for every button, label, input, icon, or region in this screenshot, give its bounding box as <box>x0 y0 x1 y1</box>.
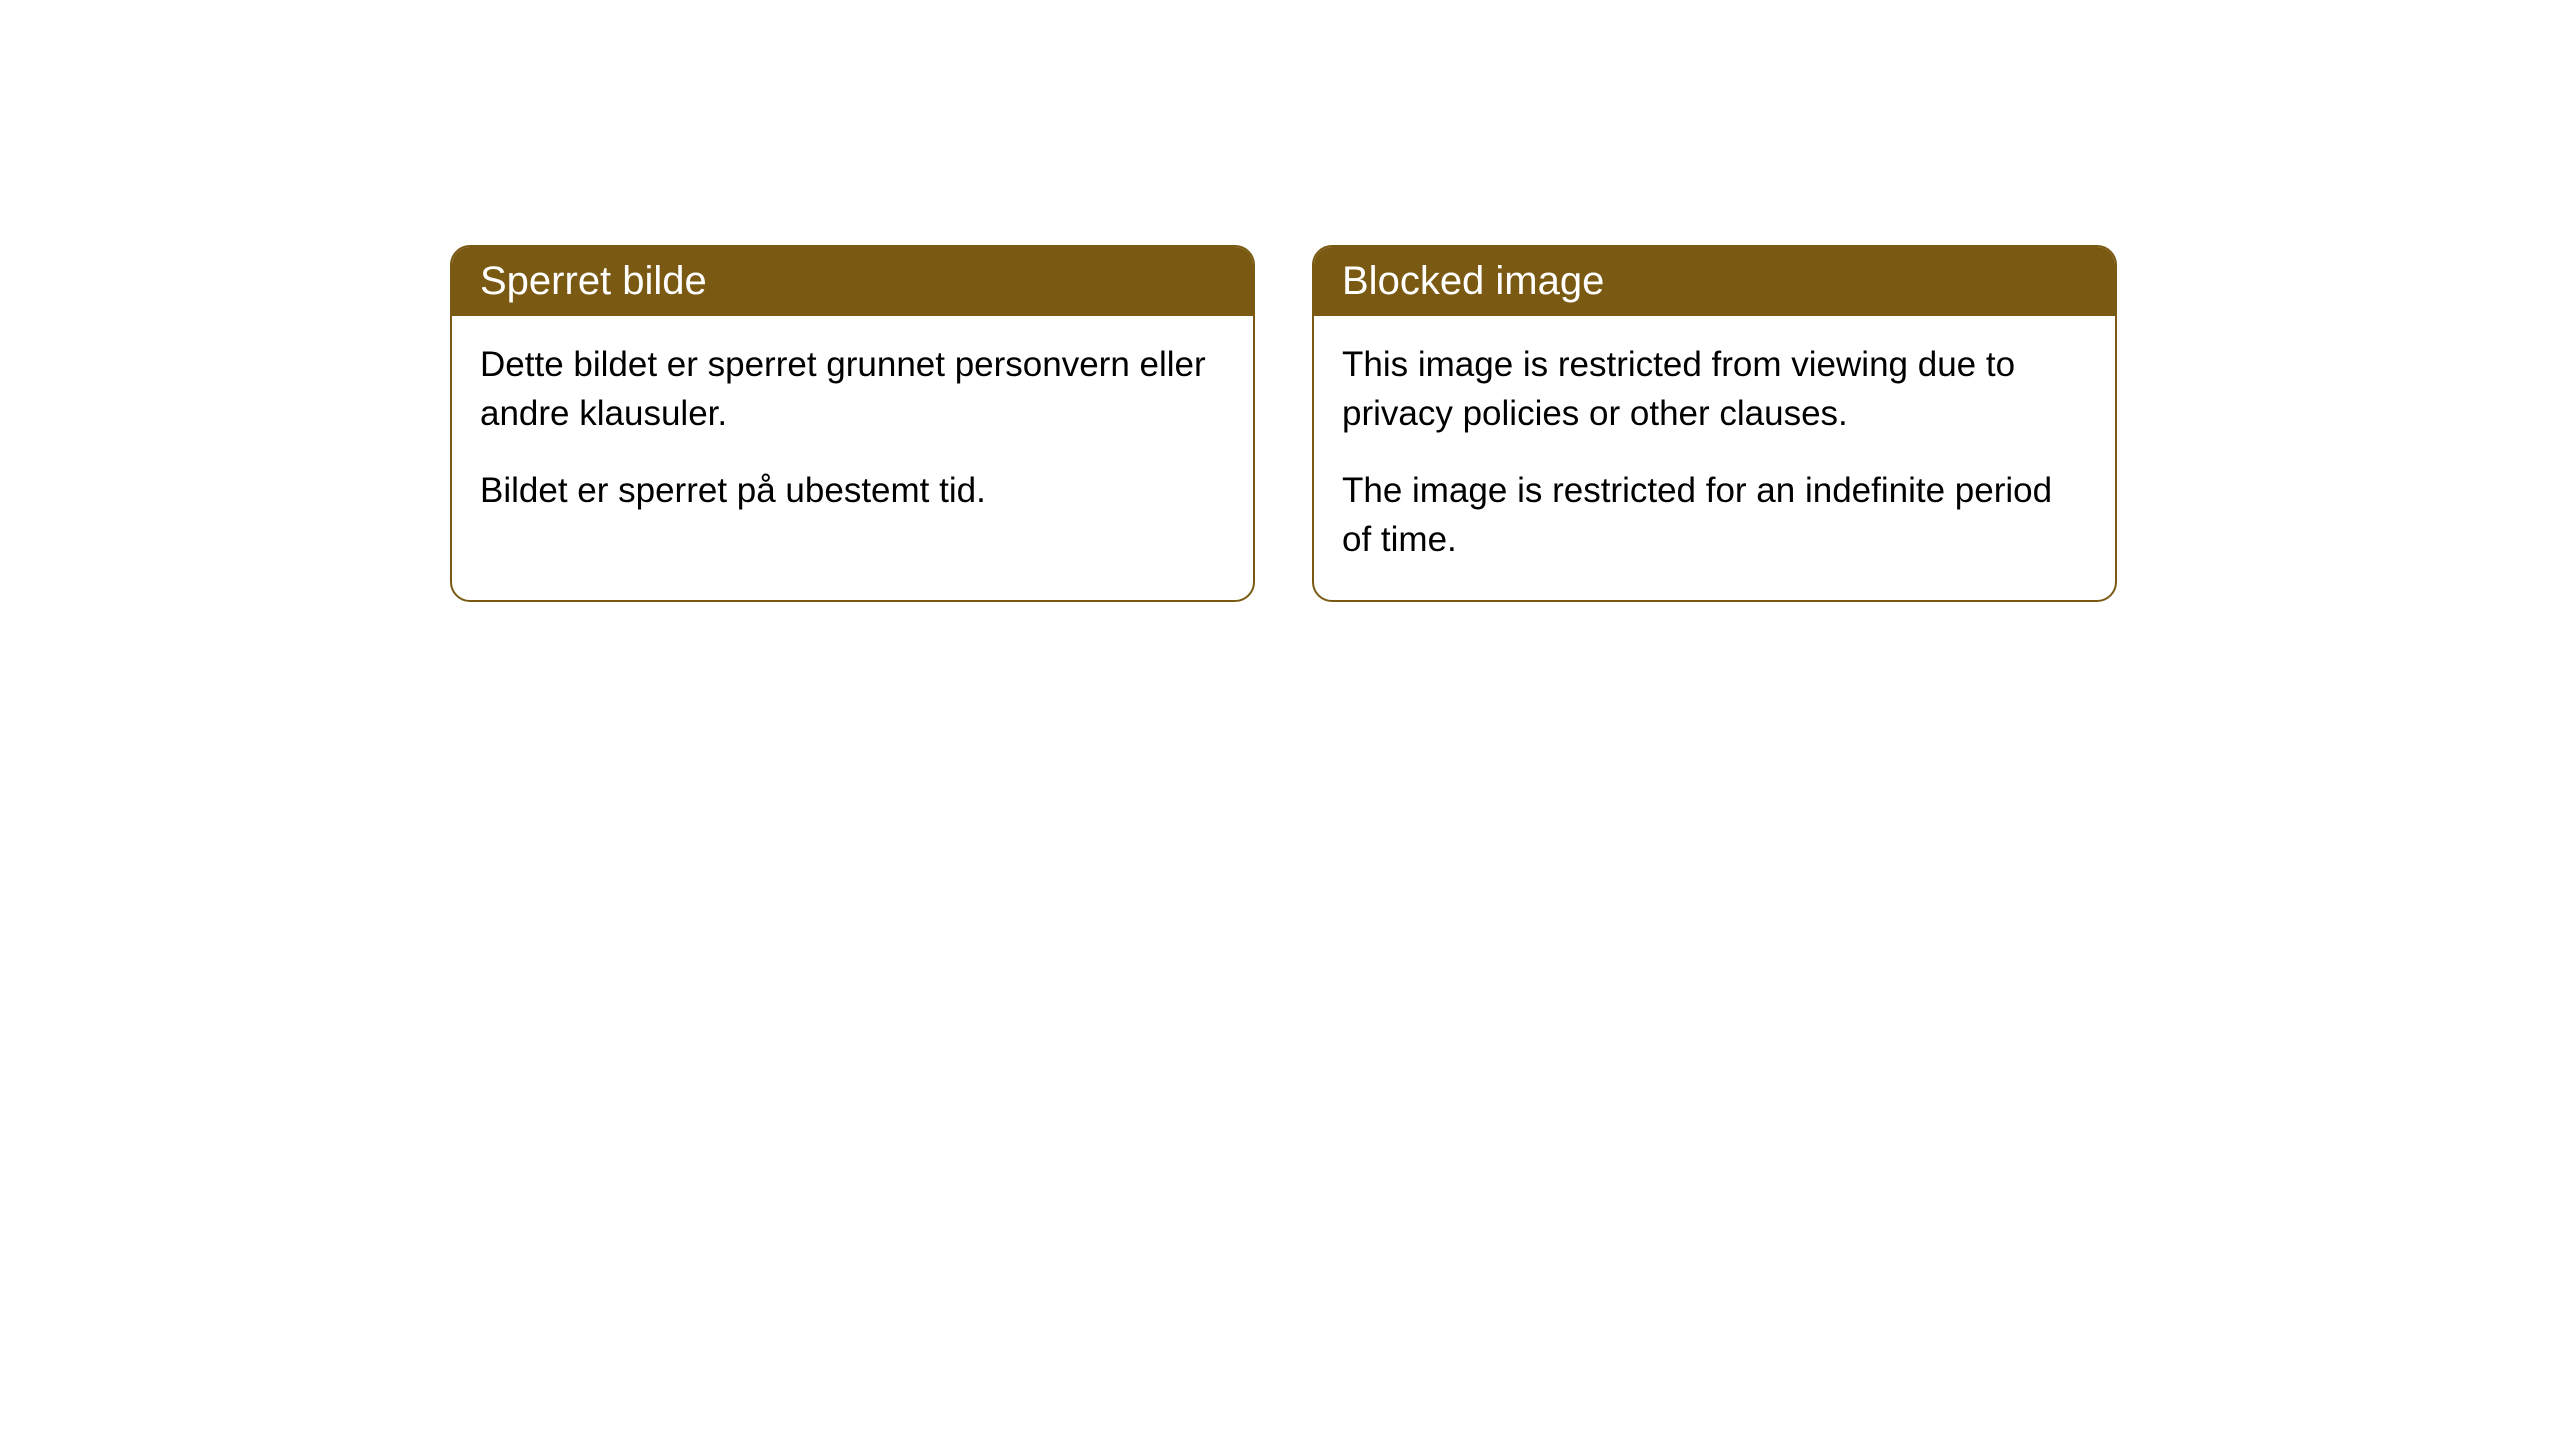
card-body: This image is restricted from viewing du… <box>1314 316 2115 600</box>
card-paragraph: The image is restricted for an indefinit… <box>1342 466 2087 564</box>
card-body: Dette bildet er sperret grunnet personve… <box>452 316 1253 551</box>
card-header: Sperret bilde <box>452 247 1253 316</box>
card-title: Sperret bilde <box>480 259 707 303</box>
card-paragraph: Bildet er sperret på ubestemt tid. <box>480 466 1225 515</box>
card-paragraph: This image is restricted from viewing du… <box>1342 340 2087 438</box>
card-title: Blocked image <box>1342 259 1604 303</box>
notice-cards-container: Sperret bilde Dette bildet er sperret gr… <box>450 245 2117 602</box>
card-paragraph: Dette bildet er sperret grunnet personve… <box>480 340 1225 438</box>
card-header: Blocked image <box>1314 247 2115 316</box>
notice-card-english: Blocked image This image is restricted f… <box>1312 245 2117 602</box>
notice-card-norwegian: Sperret bilde Dette bildet er sperret gr… <box>450 245 1255 602</box>
